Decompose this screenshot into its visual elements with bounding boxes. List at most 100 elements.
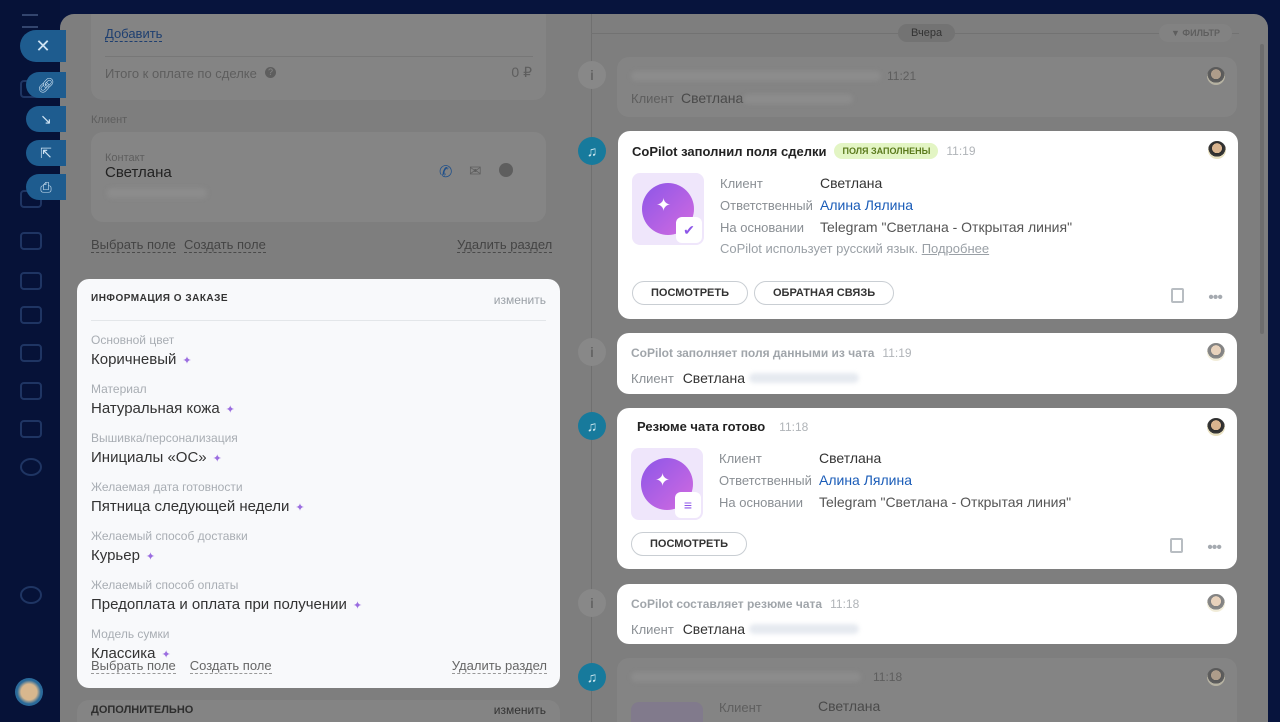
client-label: Клиент bbox=[631, 371, 674, 386]
timeline-item[interactable]: CoPilot составляет резюме чата 11:18 Клие… bbox=[617, 584, 1237, 644]
more-link[interactable]: Подробнее bbox=[921, 241, 990, 256]
delete-section-link[interactable]: Удалить раздел bbox=[457, 237, 553, 253]
info-icon: i bbox=[578, 338, 606, 366]
link-icon: 🔗︎ bbox=[37, 76, 55, 93]
open-new-window-button[interactable]: ⇱ bbox=[26, 140, 66, 166]
timeline-item[interactable]: 11:18 Клиент Светлана bbox=[617, 658, 1237, 722]
responsible-link[interactable]: Алина Лялина bbox=[819, 472, 913, 488]
client-name[interactable]: Светлана bbox=[818, 698, 881, 714]
field-label: Желаемая дата готовности bbox=[91, 480, 243, 494]
order-delete-section-link[interactable]: Удалить раздел bbox=[451, 658, 547, 674]
hexagon-icon[interactable] bbox=[20, 458, 42, 476]
phone-icon[interactable]: ✆ bbox=[439, 164, 453, 181]
total-value: 0 ₽ bbox=[511, 64, 532, 80]
board-icon[interactable] bbox=[20, 306, 42, 324]
contact-name[interactable]: Светлана bbox=[105, 164, 172, 181]
responsible-link[interactable]: Алина Лялина bbox=[820, 197, 914, 213]
add-link[interactable]: Добавить bbox=[105, 26, 163, 42]
client-name[interactable]: Светлана bbox=[682, 621, 745, 637]
client-label: Клиент bbox=[719, 700, 762, 715]
basis-value[interactable]: Telegram "Светлана - Открытая линия" bbox=[820, 219, 1073, 235]
order-field[interactable]: Желаемый способ доставки Курьер ✦ bbox=[91, 529, 546, 564]
order-create-field-link[interactable]: Создать поле bbox=[189, 658, 272, 674]
order-edit-link[interactable]: изменить bbox=[493, 293, 546, 307]
view-button[interactable]: ПОСМОТРЕТЬ bbox=[632, 281, 748, 305]
copilot-logo: ≡ bbox=[631, 448, 703, 520]
order-field[interactable]: Желаемый способ оплаты Предоплата и оплат… bbox=[91, 578, 546, 613]
help-icon[interactable]: ? bbox=[265, 67, 276, 78]
contact-label: Контакт bbox=[105, 152, 145, 164]
print-icon: ⎙ bbox=[40, 178, 52, 195]
order-field[interactable]: Материал Натуральная кожа ✦ bbox=[91, 382, 546, 417]
calendar-icon[interactable] bbox=[20, 344, 42, 362]
field-value[interactable]: Классика bbox=[91, 645, 156, 662]
field-value[interactable]: Пятница следующей недели bbox=[91, 498, 290, 515]
robot-icon[interactable] bbox=[20, 232, 42, 250]
contact-card: Контакт Светлана ✆ ✉ bbox=[91, 132, 546, 222]
window-icon[interactable] bbox=[20, 382, 42, 400]
language-note: CoPilot использует русский язык. bbox=[720, 241, 919, 256]
gear-icon[interactable] bbox=[20, 586, 42, 604]
scrollbar[interactable] bbox=[1260, 44, 1264, 334]
more-icon[interactable]: ••• bbox=[1207, 539, 1222, 556]
item-time: 11:19 bbox=[882, 346, 912, 360]
order-field[interactable]: Модель сумки Классика ✦ bbox=[91, 627, 546, 662]
menu-icon[interactable] bbox=[22, 14, 38, 28]
user-avatar[interactable] bbox=[15, 678, 43, 706]
info-icon: i bbox=[578, 589, 606, 617]
ai-sparkle-icon: ✦ bbox=[145, 551, 156, 563]
note-icon[interactable] bbox=[1170, 538, 1183, 553]
basis-value[interactable]: Telegram "Светлана - Открытая линия" bbox=[819, 494, 1072, 510]
client-section-label: Клиент bbox=[91, 114, 128, 126]
arrow-down-right-icon: ↘ bbox=[40, 110, 52, 127]
info-icon: i bbox=[578, 61, 606, 89]
order-field[interactable]: Желаемая дата готовности Пятница следующе… bbox=[91, 480, 546, 515]
feedback-button[interactable]: ОБРАТНАЯ СВЯЗЬ bbox=[754, 281, 895, 305]
client-name[interactable]: Светлана bbox=[820, 175, 883, 191]
field-value[interactable]: Коричневый bbox=[91, 351, 177, 368]
collapse-button[interactable]: ↘ bbox=[26, 106, 66, 132]
client-name[interactable]: Светлана bbox=[681, 90, 744, 106]
box-icon[interactable] bbox=[20, 272, 42, 290]
copilot-icon: ♫ bbox=[578, 412, 606, 440]
field-value[interactable]: Курьер bbox=[91, 547, 140, 564]
extra-card: ДОПОЛНИТЕЛЬНО изменить bbox=[77, 700, 560, 722]
order-select-field-link[interactable]: Выбрать поле bbox=[91, 658, 176, 674]
create-field-link[interactable]: Создать поле bbox=[184, 237, 266, 253]
note-icon[interactable] bbox=[1171, 288, 1184, 303]
filter-button[interactable]: ▼ ФИЛЬТР bbox=[1159, 24, 1232, 42]
chart-icon[interactable] bbox=[20, 420, 42, 438]
print-button[interactable]: ⎙ bbox=[26, 174, 66, 200]
item-title: CoPilot составляет резюме чата bbox=[631, 597, 823, 611]
mail-icon[interactable]: ✉ bbox=[469, 163, 482, 180]
author-avatar bbox=[1208, 141, 1226, 159]
field-label: Материал bbox=[91, 382, 147, 396]
order-field[interactable]: Основной цвет Коричневый ✦ bbox=[91, 333, 546, 368]
order-field[interactable]: Вышивка/персонализация Инициалы «ОС» ✦ bbox=[91, 431, 546, 466]
chat-icon[interactable] bbox=[499, 163, 513, 177]
ai-sparkle-icon: ✦ bbox=[182, 355, 192, 367]
timeline-item[interactable]: CoPilot заполняет поля данными из чата 11… bbox=[617, 333, 1237, 394]
ai-sparkle-icon: ✦ bbox=[352, 600, 363, 612]
field-label: Желаемый способ оплаты bbox=[91, 578, 239, 592]
timeline-item-chat-summary: Резюме чата готово 11:18 ≡ Клиент Светлана… bbox=[617, 408, 1237, 569]
field-value[interactable]: Натуральная кожа bbox=[91, 400, 220, 417]
copy-link-button[interactable]: 🔗︎ bbox=[26, 72, 66, 98]
more-icon[interactable]: ••• bbox=[1208, 289, 1223, 306]
close-icon: ✕ bbox=[35, 35, 51, 56]
timeline-item[interactable]: 11:21 Клиент Светлана bbox=[617, 57, 1237, 117]
client-label: Клиент bbox=[719, 451, 762, 466]
field-value[interactable]: Предоплата и оплата при получении bbox=[91, 596, 347, 613]
client-name[interactable]: Светлана bbox=[819, 450, 882, 466]
client-name[interactable]: Светлана bbox=[682, 370, 745, 386]
order-fields: Основной цвет Коричневый ✦ Материал Натураль… bbox=[91, 333, 546, 662]
close-button[interactable]: ✕ bbox=[20, 30, 66, 62]
view-button[interactable]: ПОСМОТРЕТЬ bbox=[631, 532, 747, 556]
check-icon: ✔ bbox=[676, 217, 702, 243]
ai-sparkle-icon: ✦ bbox=[225, 404, 235, 416]
field-value[interactable]: Инициалы «ОС» bbox=[91, 449, 207, 466]
select-field-link[interactable]: Выбрать поле bbox=[91, 237, 176, 253]
extra-edit-link[interactable]: изменить bbox=[493, 703, 546, 717]
field-label: Модель сумки bbox=[91, 627, 170, 641]
author-avatar bbox=[1207, 67, 1225, 85]
